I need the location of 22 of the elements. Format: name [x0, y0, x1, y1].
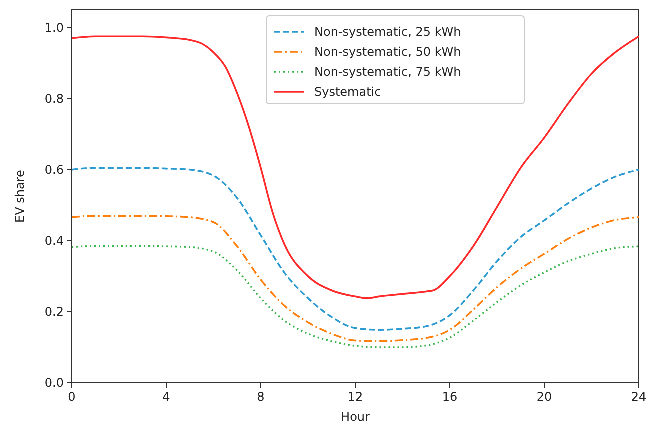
y-axis-title: EV share: [13, 170, 27, 223]
y-tick-label: 0.4: [44, 234, 64, 248]
x-axis-title: Hour: [341, 410, 370, 424]
x-tick-label: 8: [257, 390, 265, 404]
y-tick-label: 0.6: [44, 162, 64, 177]
x-tick-label: 12: [348, 390, 364, 404]
line-series: [71, 245, 640, 348]
legend-label: Systematic: [314, 85, 382, 99]
x-tick-label: 20: [536, 390, 552, 404]
x-tick-label: 0: [68, 390, 76, 404]
line-series: [71, 167, 640, 331]
legend-label: Non-systematic, 50 kWh: [314, 45, 462, 59]
legend-label: Non-systematic, 25 kWh: [314, 25, 462, 39]
y-tick-label: 0.0: [44, 376, 64, 390]
legend-label: Non-systematic, 75 kWh: [314, 65, 462, 79]
x-tick-label: 16: [442, 390, 458, 404]
line-series: [71, 215, 640, 342]
x-tick-label: 4: [162, 390, 170, 404]
y-tick-label: 0.2: [44, 304, 64, 319]
y-tick-label: 1.0: [44, 20, 64, 35]
x-tick-label: 24: [631, 390, 647, 404]
y-tick-label: 0.8: [44, 92, 64, 106]
